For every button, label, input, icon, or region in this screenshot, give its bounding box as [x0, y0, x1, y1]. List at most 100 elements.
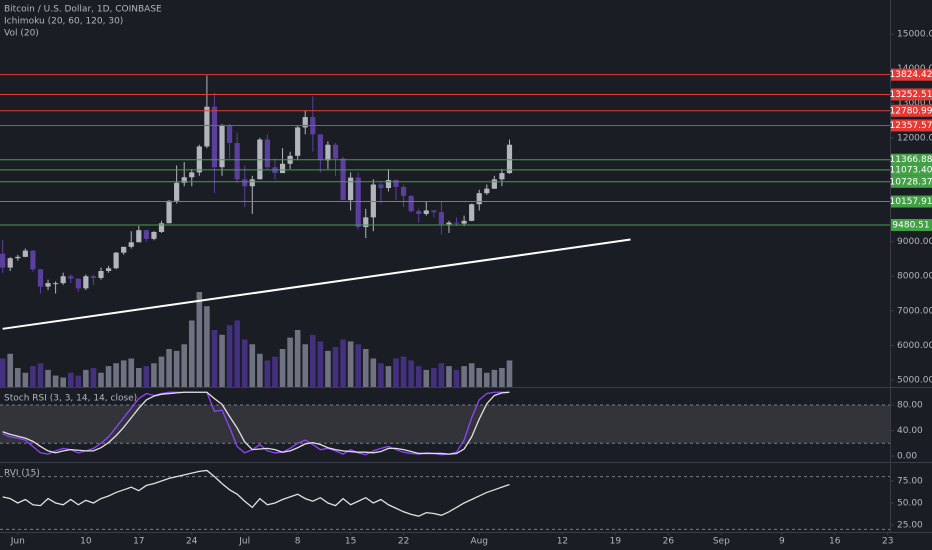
- volume-bar: [483, 372, 490, 387]
- candle-body: [226, 125, 233, 144]
- candle-body: [340, 158, 346, 201]
- candle-body: [484, 188, 490, 194]
- candle-body: [506, 144, 513, 174]
- candle-body: [60, 276, 66, 284]
- candle-body: [158, 223, 165, 232]
- x-tick-label: 17: [133, 537, 144, 547]
- y-tick-label: 7000.00: [897, 306, 932, 316]
- volume-bar: [113, 363, 119, 387]
- candle-body: [423, 210, 429, 214]
- volume-bar: [158, 356, 165, 387]
- volume-bar: [30, 366, 36, 387]
- volume-bar: [196, 292, 203, 387]
- level-label-box: [891, 104, 932, 117]
- candle-body: [98, 271, 104, 278]
- volume-bar: [310, 334, 316, 387]
- volume-bar: [52, 375, 59, 387]
- level-label-box: [891, 88, 932, 101]
- candle-body: [302, 117, 308, 128]
- candle-body: [363, 217, 369, 228]
- volume-bar: [385, 366, 392, 387]
- x-tick-label: 15: [345, 537, 356, 547]
- candle-body: [249, 179, 255, 187]
- y-tick-label: 9000.00: [897, 237, 932, 247]
- y-tick-label: 0.00: [897, 452, 917, 462]
- volume-bar: [14, 368, 21, 387]
- volume-bar: [476, 368, 483, 387]
- indicator-label: Ichimoku (20, 60, 120, 30): [4, 17, 123, 27]
- x-tick-label: 22: [398, 537, 409, 547]
- volume-bar: [257, 353, 263, 387]
- y-tick-label: 25.00: [897, 520, 923, 530]
- series-line: [2, 469, 510, 517]
- candle-body: [453, 222, 460, 224]
- volume-bar: [75, 375, 82, 387]
- level-label-box: [891, 195, 932, 208]
- volume-bar: [461, 366, 467, 387]
- volume-bar: [98, 372, 104, 387]
- candle-body: [90, 276, 97, 278]
- x-tick-label: Jul: [238, 537, 250, 547]
- x-tick-label: Jun: [10, 537, 25, 547]
- volume-bar: [151, 363, 157, 387]
- candle-body: [113, 252, 119, 269]
- y-tick-label: 80.00: [897, 401, 923, 411]
- volume-bar: [136, 368, 142, 387]
- candle-body: [7, 258, 13, 268]
- volume-bar: [90, 368, 97, 387]
- volume-bar: [453, 369, 460, 387]
- volume-bar: [181, 344, 188, 387]
- volume-bar: [317, 341, 324, 387]
- x-tick-label: 26: [663, 537, 675, 547]
- y-tick-label: 40.00: [897, 426, 923, 436]
- volume-bar: [438, 363, 445, 387]
- candle-body: [121, 246, 127, 253]
- series-line: [2, 391, 510, 455]
- volume-bar: [166, 349, 172, 387]
- candle-body: [83, 276, 89, 289]
- volume-bar: [332, 347, 339, 387]
- y-tick-label: 50.00: [897, 498, 923, 508]
- x-tick-label: Sep: [713, 537, 730, 547]
- candle-body: [53, 283, 59, 285]
- volume-bar: [423, 369, 430, 387]
- volume-bar: [211, 330, 218, 387]
- volume-bar: [60, 377, 66, 387]
- candle-body: [461, 220, 467, 224]
- candle-body: [408, 195, 414, 212]
- level-label: 13824.42: [890, 70, 932, 80]
- panel-title: RVI (15): [4, 469, 40, 479]
- volume-bar: [325, 350, 331, 387]
- candle-body: [151, 231, 157, 239]
- x-tick-label: 24: [186, 537, 198, 547]
- volume-bar: [400, 356, 407, 387]
- candle-body: [105, 268, 112, 272]
- candle-body: [211, 106, 218, 168]
- volume-bar: [272, 356, 278, 387]
- y-tick-label: 12000.00: [897, 133, 932, 143]
- candle-body: [499, 173, 505, 180]
- volume-bar: [37, 363, 44, 387]
- candle-body: [15, 256, 21, 259]
- volume-bar: [204, 306, 210, 387]
- volume-bar: [491, 369, 498, 387]
- band: [0, 405, 890, 444]
- volume-bar: [378, 363, 384, 387]
- x-tick-label: 16: [829, 537, 841, 547]
- level-label: 9480.51: [892, 220, 929, 230]
- candle-body: [234, 143, 240, 180]
- x-tick-label: 23: [882, 537, 893, 547]
- candle-body: [385, 180, 392, 188]
- candle-body: [68, 276, 74, 279]
- candle-body: [174, 182, 180, 201]
- volume-bar: [219, 334, 225, 387]
- candle-body: [295, 127, 301, 156]
- volume-bar: [499, 368, 505, 387]
- level-label: 12357.57: [890, 121, 932, 131]
- level-label: 10728.37: [890, 177, 932, 187]
- volume-bar: [173, 350, 180, 387]
- volume-bar: [83, 369, 89, 387]
- volume-bar: [67, 372, 74, 387]
